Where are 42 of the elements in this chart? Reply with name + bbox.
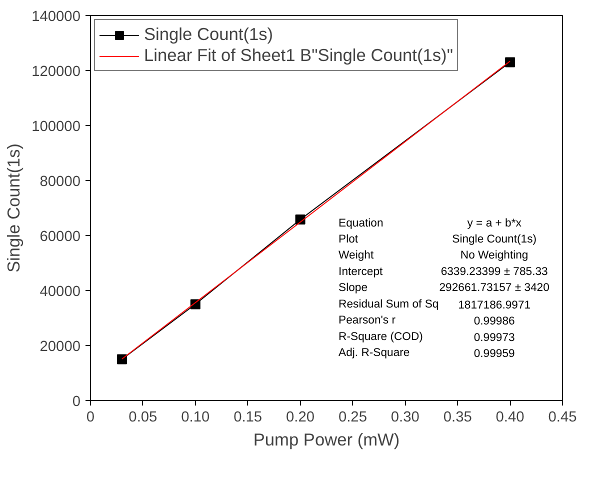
y-tick-label: 140000 — [32, 9, 81, 25]
annotation: Slope — [338, 282, 368, 294]
point — [116, 354, 127, 364]
x-tick-label: 0.20 — [286, 410, 315, 426]
annotation: R-Square (COD) — [338, 330, 424, 343]
y-tick-label: 80000 — [40, 174, 81, 190]
x-tick-label: 0.30 — [390, 410, 420, 426]
y-tick-label: 60000 — [40, 229, 81, 245]
annotation: 0.99986 — [474, 316, 515, 328]
annotation: 0.99959 — [474, 348, 515, 360]
annotation: y = a + b*x — [467, 217, 522, 230]
x-tick-label: 0.35 — [443, 410, 472, 426]
annotation: Single Count(1s) — [452, 233, 537, 246]
annotation: Adj. R-Square — [338, 347, 410, 360]
x-tick-label: 0.10 — [181, 410, 210, 426]
y-tick-label: 0 — [72, 394, 81, 410]
point — [505, 57, 516, 68]
annotation: 6339.23399 ± 785.33 — [440, 266, 548, 278]
legend-label: Linear Fit of Sheet1 B"Single Count(1s)" — [144, 45, 453, 66]
x-tick-label: 0 — [86, 410, 95, 426]
y-tick-label: 40000 — [40, 284, 81, 300]
x-tick-label: 0.25 — [338, 410, 367, 426]
annotation: Intercept — [338, 266, 384, 278]
x-tick-label: 0.05 — [128, 410, 158, 426]
annotation: Pearson's r — [338, 314, 396, 327]
annotation: Residual Sum of Sq — [338, 298, 439, 310]
y-tick-label: 20000 — [40, 339, 81, 355]
legend-label: Single Count(1s) — [144, 24, 274, 45]
annotation: 1817186.9971 — [458, 299, 531, 312]
annotation: No Weighting — [460, 250, 528, 262]
y-tick-label: 100000 — [32, 119, 81, 135]
x-axis-title: Pump Power (mW) — [253, 430, 400, 450]
annotation: 0.99973 — [474, 332, 515, 344]
x-tick-label: 0.40 — [496, 410, 524, 426]
y-axis-title: Single Count(1s) — [4, 143, 24, 273]
annotation: Equation — [338, 217, 384, 230]
annotation: Weight — [338, 250, 374, 262]
annotation: Plot — [338, 233, 359, 246]
x-tick-label: 0.45 — [548, 410, 577, 426]
annotation: 292661.73157 ± 3420 — [439, 282, 550, 294]
x-tick-label: 0.15 — [234, 410, 262, 426]
y-tick-label: 120000 — [32, 64, 81, 80]
